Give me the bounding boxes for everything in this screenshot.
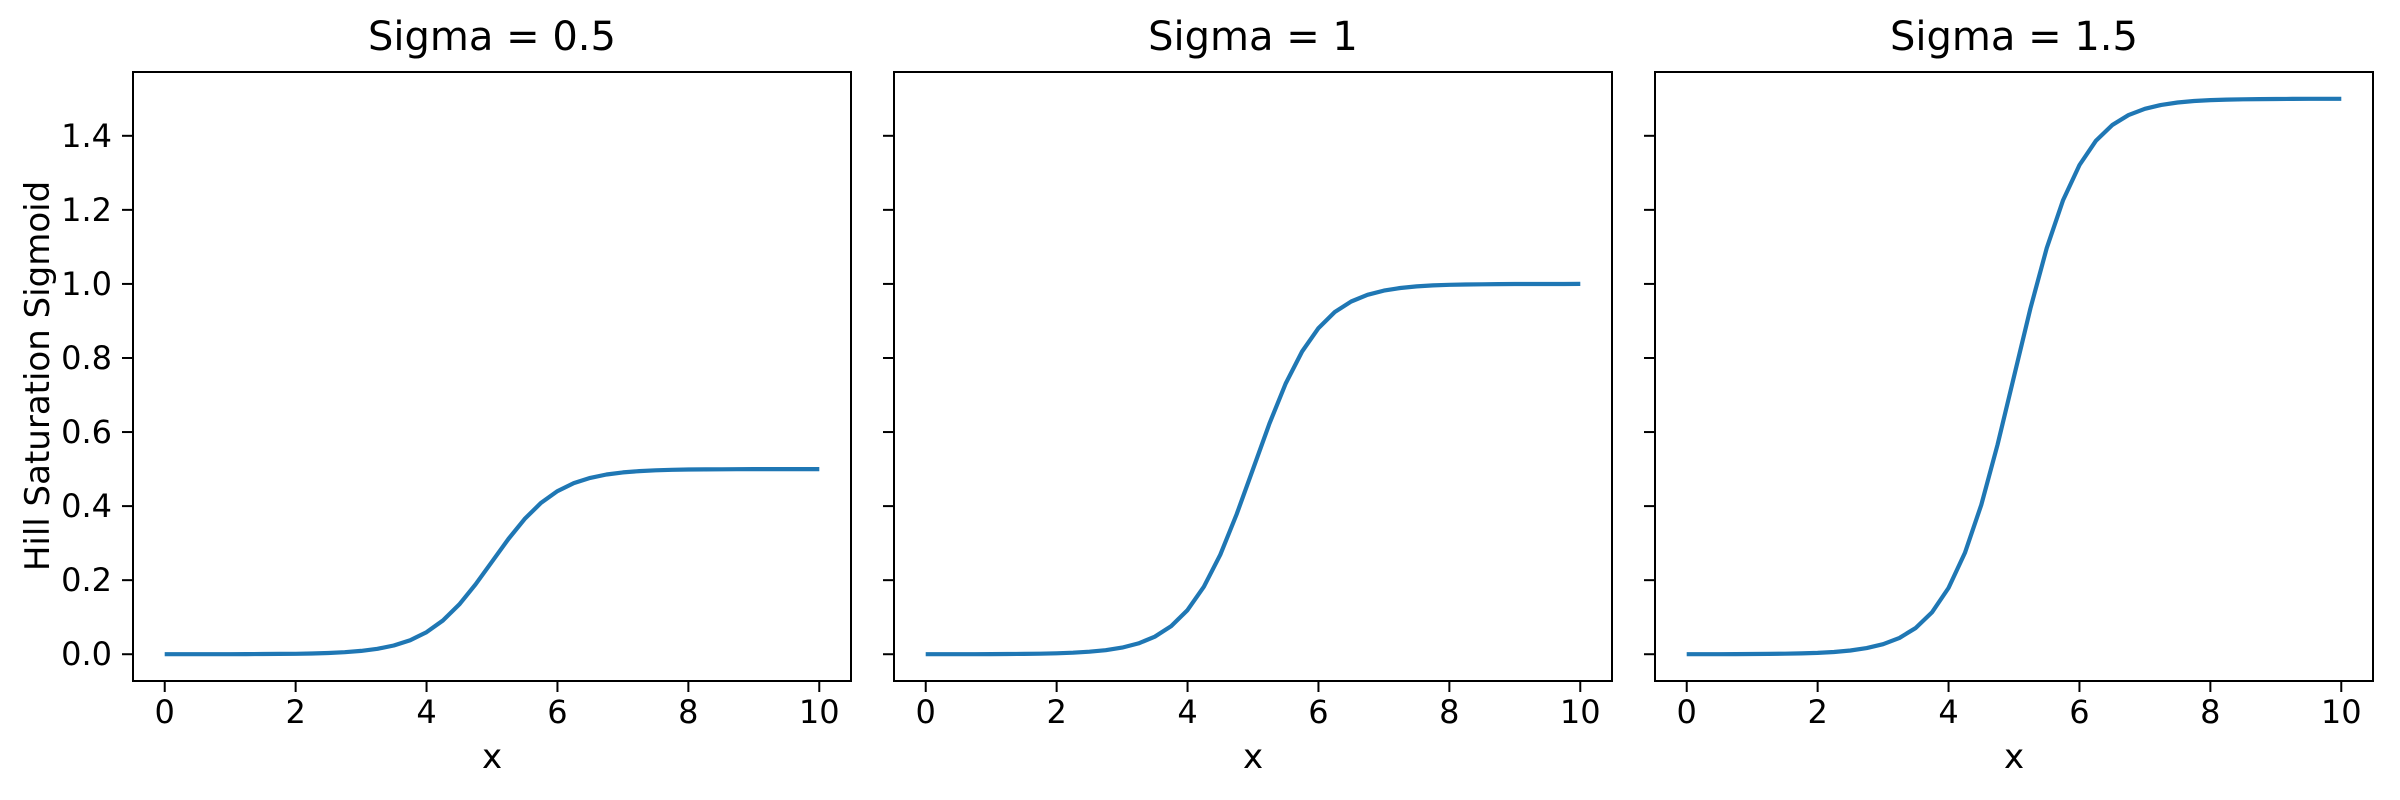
x-tick-label: 0 [154, 693, 175, 731]
sigmoid-curve [164, 467, 820, 657]
x-tick-label: 6 [547, 693, 568, 731]
subplot-title: Sigma = 1 [1148, 14, 1358, 60]
x-tick-label: 4 [416, 693, 437, 731]
plot-area [883, 71, 1613, 692]
x-tick-label: 4 [1177, 693, 1198, 731]
x-axis-label: x [481, 737, 503, 777]
x-axis-label: x [2003, 737, 2025, 777]
subplot-sigma-0-5: Sigma = 0.5 x 0 2 4 6 8 10 0.0 0.2 0.4 0.6 0.8 1.0 1… [61, 0, 852, 800]
y-tick-label: 1.4 [61, 116, 112, 155]
y-tick-label: 0.8 [61, 338, 112, 377]
x-tick-label: 2 [1807, 693, 1828, 731]
y-tick-label: 1.2 [61, 190, 112, 229]
axes-frame [1654, 71, 2374, 682]
x-axis-label: x [1242, 737, 1264, 777]
x-tick-label: 8 [1439, 693, 1460, 731]
x-tick-label: 8 [2200, 693, 2221, 731]
sigmoid-curve [925, 281, 1581, 657]
x-tick-label: 10 [798, 693, 840, 731]
axes-frame [132, 71, 852, 682]
x-tick-label: 2 [1046, 693, 1067, 731]
y-tick-label: 0.2 [61, 561, 112, 600]
x-tick-label: 0 [1676, 693, 1697, 731]
sigmoid-curve [1686, 96, 2342, 657]
y-tick-label: 0.0 [61, 635, 112, 674]
x-tick-label: 2 [285, 693, 306, 731]
x-tick-label: 6 [2069, 693, 2090, 731]
plot-area [1644, 71, 2374, 692]
y-tick-label: 1.0 [61, 264, 112, 303]
axes-frame [893, 71, 1613, 682]
x-tick-label: 10 [2320, 693, 2362, 731]
subplot-sigma-1: Sigma = 1 x 0 2 4 6 8 10 [883, 0, 1613, 800]
x-tick-label: 0 [915, 693, 936, 731]
y-tick-label: 0.4 [61, 487, 112, 526]
x-tick-label: 10 [1559, 693, 1601, 731]
plot-area [122, 71, 852, 692]
subplot-title: Sigma = 1.5 [1890, 14, 2138, 60]
y-tick-label: 0.6 [61, 413, 112, 452]
x-tick-label: 4 [1938, 693, 1959, 731]
subplot-sigma-1-5: Sigma = 1.5 x 0 2 4 6 8 10 [1644, 0, 2374, 800]
x-tick-label: 8 [678, 693, 699, 731]
subplot-title: Sigma = 0.5 [368, 14, 616, 60]
x-tick-label: 6 [1308, 693, 1329, 731]
